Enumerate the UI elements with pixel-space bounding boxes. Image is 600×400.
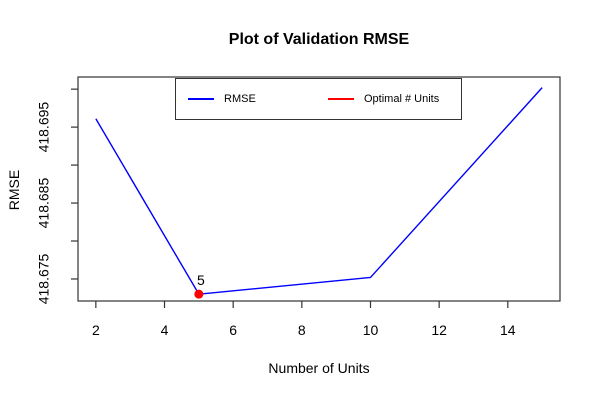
y-axis-label: RMSE (6, 169, 22, 211)
y-tick-label: 418.695 (36, 102, 52, 153)
x-tick-label: 10 (363, 322, 379, 338)
x-tick-label: 8 (298, 322, 306, 338)
optimal-point-label: 5 (197, 272, 205, 288)
legend-label-rmse: RMSE (224, 93, 256, 105)
x-tick-label: 6 (229, 322, 237, 338)
y-tick-label: 418.675 (36, 253, 52, 304)
rmse-line (95, 87, 543, 295)
x-tick-label: 12 (431, 322, 447, 338)
x-tick-label: 14 (500, 322, 516, 338)
x-tick-label: 4 (161, 322, 169, 338)
y-tick-label: 418.685 (36, 178, 52, 229)
optimal-point (194, 289, 204, 299)
chart-title: Plot of Validation RMSE (228, 31, 410, 48)
x-tick-label: 2 (92, 322, 100, 338)
legend-item-rmse: RMSE (188, 79, 256, 119)
legend-item-optimal-units: Optimal # Units (328, 79, 439, 119)
rmse-line-swatch (188, 98, 214, 100)
optimal-units-line-swatch (328, 98, 354, 100)
legend: RMSE Optimal # Units (175, 78, 462, 120)
legend-label-optimal-units: Optimal # Units (364, 93, 440, 105)
x-axis-label: Number of Units (268, 360, 370, 376)
plot-box (77, 76, 561, 302)
